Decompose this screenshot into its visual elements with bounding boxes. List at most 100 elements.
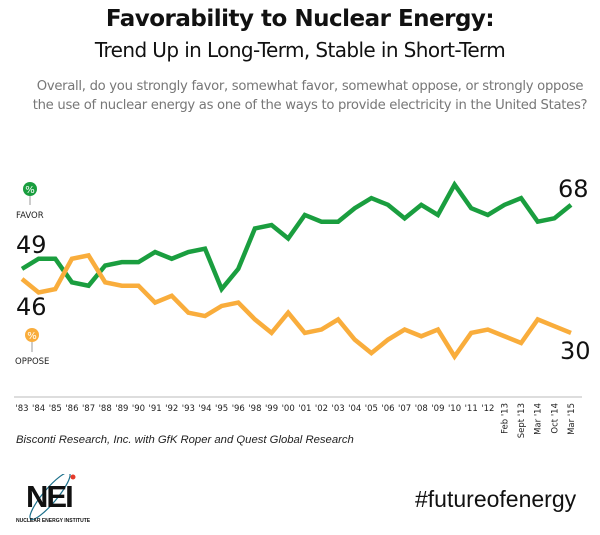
x-tick-label: '95: [215, 404, 228, 414]
data-point-favor: [120, 260, 124, 264]
data-point-favor: [403, 216, 407, 220]
data-point-oppose: [569, 331, 573, 335]
x-tick-label: '83: [15, 404, 28, 414]
data-point-favor: [536, 220, 540, 224]
data-point-oppose: [303, 331, 307, 335]
data-point-favor: [253, 226, 257, 230]
hashtag: #futureofenergy: [415, 486, 577, 512]
data-point-favor: [336, 220, 340, 224]
data-point-oppose: [536, 317, 540, 321]
legend-favor: % FAVOR: [16, 182, 44, 221]
x-tick-label: '89: [115, 404, 128, 414]
x-tick-labels: '83 '84 '85'86 '87 '88'89 '90 '91'92 '93'94 '95 '…: [15, 403, 577, 438]
data-point-favor: [369, 196, 373, 200]
data-point-favor: [103, 264, 107, 268]
x-tick-label: '88: [99, 404, 112, 414]
data-point-favor: [519, 196, 523, 200]
data-point-oppose: [236, 301, 240, 305]
oppose-start-label: 46: [16, 293, 47, 321]
data-point-oppose: [453, 354, 457, 358]
x-tick-label: '06: [381, 404, 394, 414]
x-tick-label: '07: [398, 404, 411, 414]
x-tick-label: '09: [431, 404, 444, 414]
x-tick-label: '04: [348, 404, 361, 414]
data-point-oppose: [87, 253, 91, 257]
survey-question: Overall, do you strongly favor, somewhat…: [32, 79, 588, 113]
x-tick-label: '87: [82, 404, 95, 414]
x-tick-label: '01: [298, 404, 311, 414]
data-point-oppose: [353, 338, 357, 342]
x-tick-label: '90: [132, 404, 145, 414]
nei-logo-icon: [29, 474, 76, 521]
x-tick-label: '84: [32, 404, 45, 414]
data-point-oppose: [369, 351, 373, 355]
data-point-favor: [486, 213, 490, 217]
series-line-oppose: [20, 252, 572, 361]
chart-subtitle: Trend Up in Long-Term, Stable in Short-T…: [94, 38, 506, 62]
data-point-oppose: [70, 257, 74, 261]
oppose-end-label: 30: [560, 337, 591, 365]
data-point-favor: [53, 257, 57, 261]
data-point-oppose: [286, 311, 290, 315]
data-point-oppose: [186, 311, 190, 315]
legend-oppose: % OPPOSE: [15, 328, 49, 367]
data-point-favor: [87, 284, 91, 288]
data-point-oppose: [53, 287, 57, 291]
x-tick-label: '11: [465, 404, 478, 414]
favor-legend-symbol: %: [25, 185, 35, 196]
favor-legend-label: FAVOR: [16, 211, 44, 221]
x-tick-label: '12: [481, 404, 494, 414]
oppose-legend-label: OPPOSE: [15, 357, 49, 367]
data-point-oppose: [253, 317, 257, 321]
x-tick-label: '08: [415, 404, 428, 414]
data-point-favor: [502, 203, 506, 207]
x-tick-label: '00: [282, 404, 295, 414]
series-line-favor: [20, 180, 573, 294]
data-point-favor: [319, 220, 323, 224]
x-tick-label: '02: [315, 404, 328, 414]
chart-title: Favorability to Nuclear Energy:: [105, 6, 495, 32]
data-point-oppose: [502, 334, 506, 338]
data-point-oppose: [419, 334, 423, 338]
x-tick-label: Sept '13: [517, 403, 527, 438]
logo-subtext: NUCLEAR ENERGY INSTITUTE: [16, 518, 91, 524]
x-tick-label: '86: [65, 404, 78, 414]
x-tick-label: '10: [448, 404, 461, 414]
x-tick-label: '98: [248, 404, 261, 414]
source-note: Bisconti Research, Inc. with GfK Roper a…: [16, 434, 354, 446]
data-point-favor: [186, 250, 190, 254]
x-tick-label: '99: [265, 404, 278, 414]
favor-start-label: 49: [16, 231, 47, 259]
data-point-favor: [469, 206, 473, 210]
data-point-oppose: [220, 304, 224, 308]
data-point-oppose: [403, 328, 407, 332]
logo-orbit-dot: [70, 474, 76, 480]
data-point-favor: [569, 203, 573, 207]
data-point-favor: [220, 287, 224, 291]
logo-text: NEI: [26, 479, 74, 514]
x-tick-label: Mar '15: [567, 403, 577, 435]
x-tick-label: '91: [149, 404, 162, 414]
data-point-favor: [303, 213, 307, 217]
x-tick-label: '96: [232, 404, 245, 414]
logo-orbit: [29, 474, 71, 521]
favor-legend-marker: [23, 182, 37, 196]
data-point-oppose: [552, 324, 556, 328]
x-tick-label: '05: [365, 404, 378, 414]
data-point-oppose: [436, 328, 440, 332]
data-point-oppose: [469, 331, 473, 335]
x-tick-label: '94: [198, 404, 211, 414]
data-point-oppose: [486, 328, 490, 332]
x-tick-label: Mar '14: [534, 403, 544, 435]
x-tick-label: '93: [182, 404, 195, 414]
data-point-oppose: [120, 284, 124, 288]
data-point-favor: [386, 203, 390, 207]
oppose-legend-symbol: %: [27, 331, 37, 342]
data-point-favor: [136, 260, 140, 264]
data-point-oppose: [386, 338, 390, 342]
data-point-oppose: [270, 331, 274, 335]
x-tick-label: Feb '13: [500, 403, 510, 434]
data-point-favor: [270, 223, 274, 227]
x-tick-label: '85: [49, 404, 62, 414]
x-tick-label: '03: [332, 404, 345, 414]
